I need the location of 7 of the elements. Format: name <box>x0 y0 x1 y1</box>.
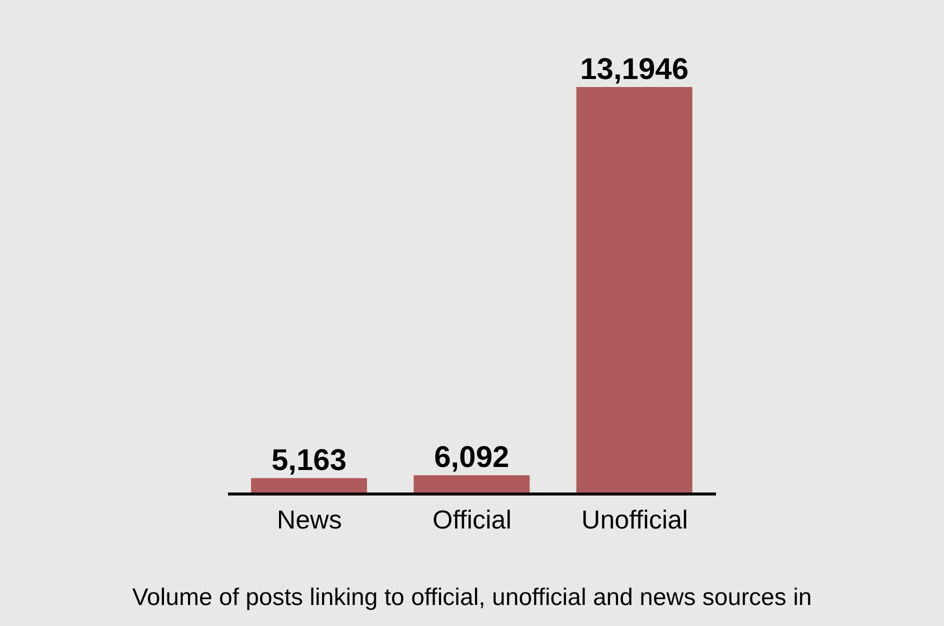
x-tick-label: Official <box>432 504 512 534</box>
x-tick-label: Unofficial <box>581 504 688 534</box>
data-label: 13,1946 <box>580 53 689 86</box>
text: Volume of posts linking to official, unofficial and news sources in <box>131 584 813 612</box>
data-label: 6,092 <box>434 441 510 474</box>
data-label: 5,163 <box>271 444 347 478</box>
x-tick-label: News <box>276 504 342 534</box>
